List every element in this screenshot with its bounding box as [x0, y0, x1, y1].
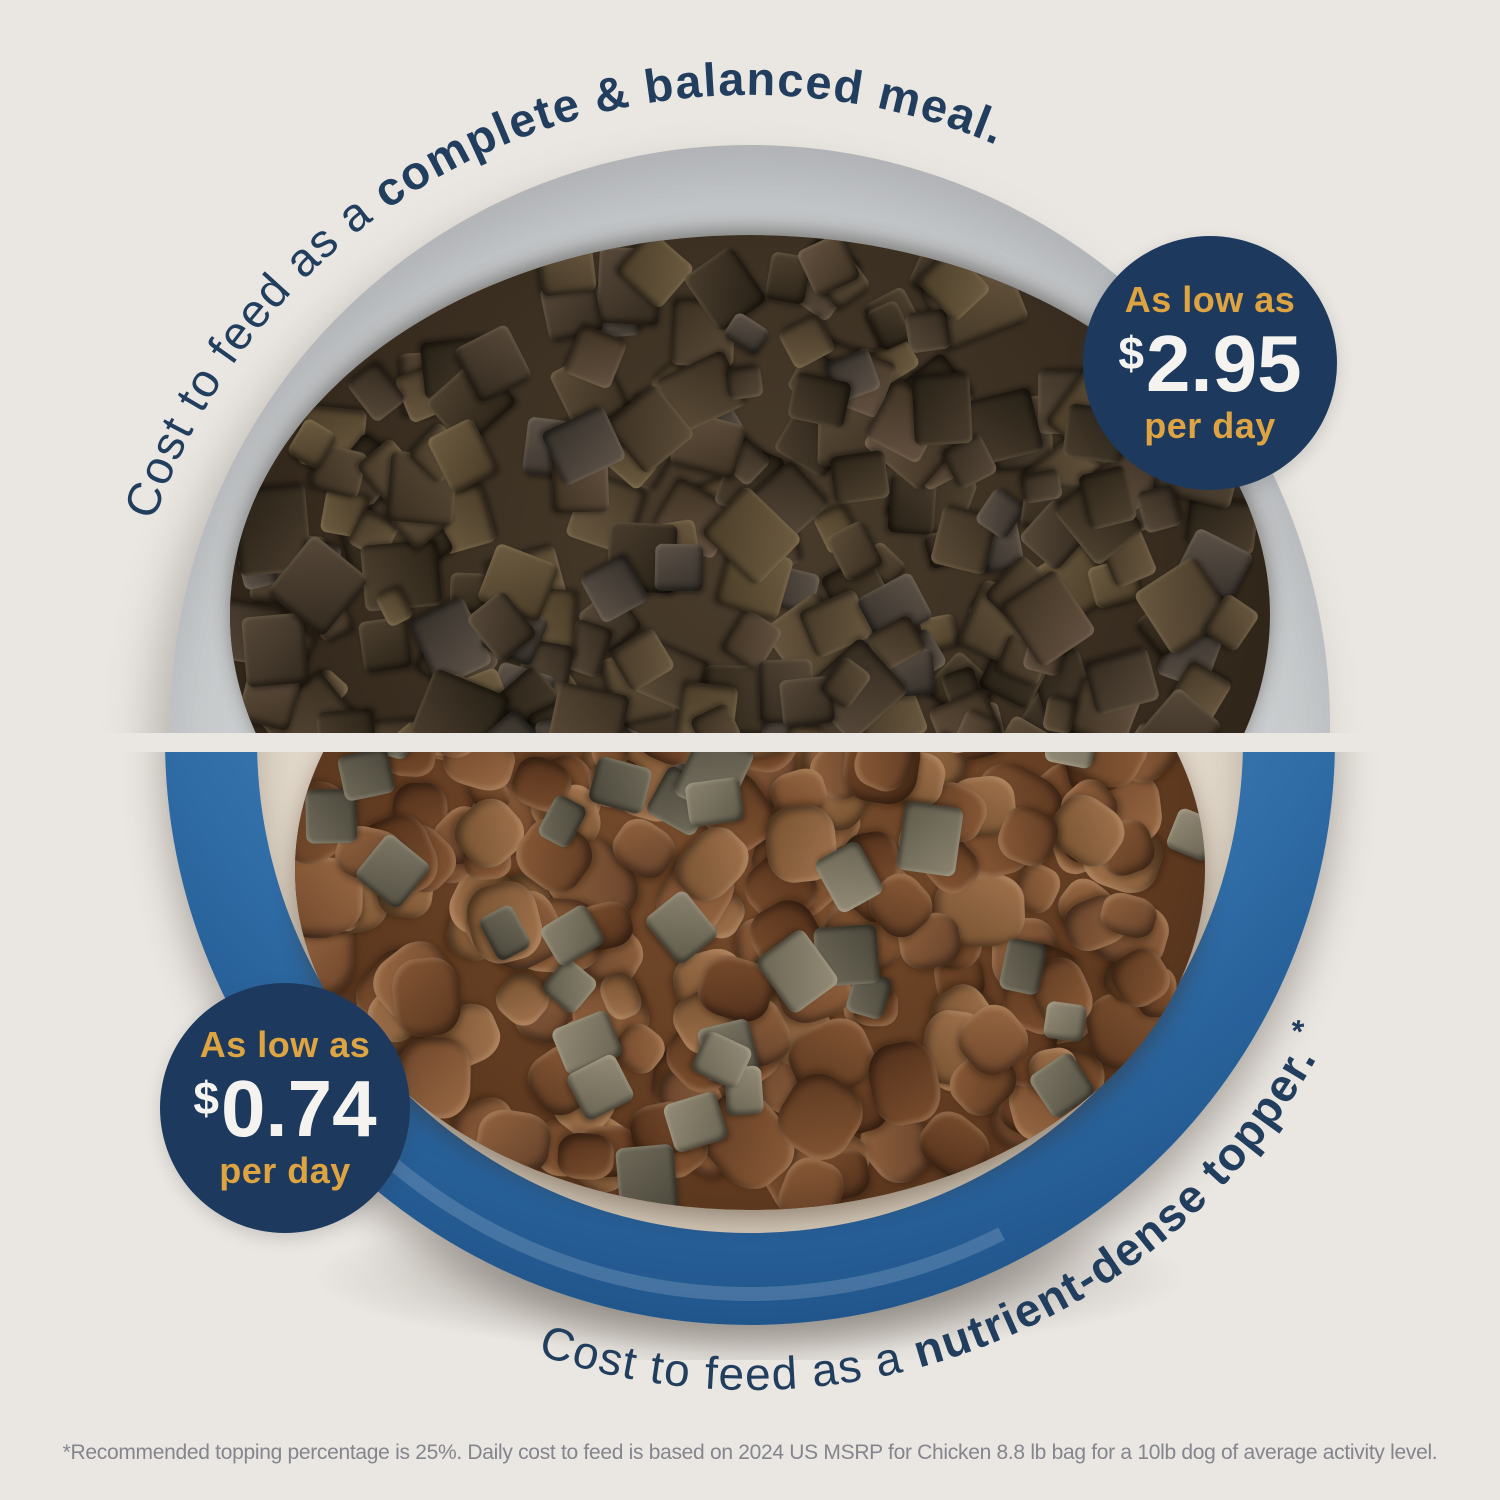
- topper-piece: [684, 776, 745, 828]
- freeze-dried-piece: [241, 612, 310, 688]
- freeze-dried-piece: [1041, 694, 1077, 733]
- kibble-piece: [389, 955, 464, 1040]
- badge-price: $2.95: [1118, 318, 1302, 408]
- freeze-dried-piece: [904, 308, 952, 354]
- currency-symbol: $: [193, 1071, 219, 1124]
- price-badge-topper: As low as $0.74 per day: [160, 983, 410, 1233]
- badge-prefix: As low as: [199, 1024, 371, 1065]
- freeze-dried-piece: [910, 372, 973, 446]
- badge-price: $0.74: [193, 1063, 377, 1153]
- freeze-dried-piece: [536, 242, 597, 297]
- freeze-dried-piece: [316, 707, 380, 733]
- badge-suffix: per day: [219, 1150, 351, 1192]
- topper-piece: [1042, 1000, 1088, 1043]
- freeze-dried-piece: [358, 615, 413, 674]
- topper-piece: [1164, 806, 1205, 863]
- freeze-dried-piece: [829, 449, 891, 505]
- freeze-dried-piece: [724, 363, 764, 401]
- footnote-disclaimer: *Recommended topping percentage is 25%. …: [62, 1441, 1438, 1464]
- currency-symbol: $: [1118, 326, 1144, 379]
- price-amount: 2.95: [1145, 318, 1302, 408]
- price-amount: 0.74: [220, 1063, 377, 1153]
- topper-piece: [614, 1143, 679, 1210]
- price-badge-complete-meal: As low as $2.95 per day: [1083, 236, 1337, 490]
- kibble-piece: [556, 1131, 615, 1182]
- badge-prefix: As low as: [1124, 279, 1296, 320]
- badge-suffix: per day: [1144, 405, 1276, 447]
- freeze-dried-piece: [1083, 646, 1161, 716]
- freeze-dried-piece: [1020, 468, 1064, 505]
- topper-piece: [896, 800, 964, 877]
- topper-piece: [336, 752, 397, 803]
- freeze-dried-piece: [654, 543, 704, 592]
